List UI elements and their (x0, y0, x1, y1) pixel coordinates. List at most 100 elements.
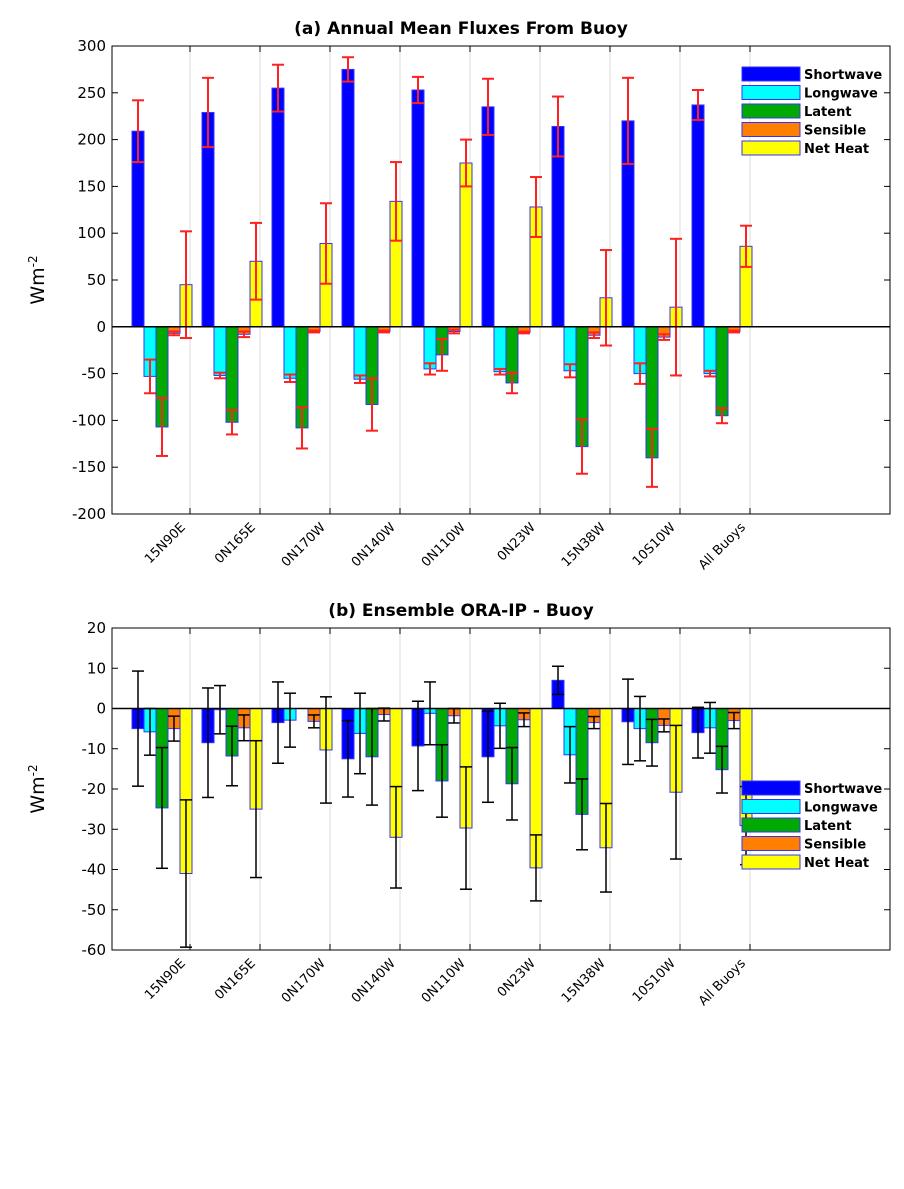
legend-swatch (741, 66, 801, 82)
legend-label: Shortwave (804, 68, 882, 83)
legend-swatch (741, 140, 801, 156)
error-bar (320, 202, 332, 285)
legend-swatch (741, 836, 801, 851)
error-bar (202, 687, 214, 799)
bar-shortwave (271, 87, 285, 328)
error-bar (168, 715, 180, 742)
bar-shortwave (691, 104, 705, 328)
x-tick-label: All Buoys (696, 520, 749, 573)
error-bar (530, 176, 542, 238)
error-bar (530, 834, 542, 902)
legend-label: Net Heat (804, 142, 869, 157)
x-tick-label: All Buoys (696, 956, 749, 1009)
legend-swatch (741, 122, 801, 137)
error-bar (390, 785, 402, 889)
bar-net-heat (459, 162, 473, 328)
error-bar (482, 710, 494, 804)
legend-swatch (741, 817, 801, 833)
error-bar (494, 702, 506, 750)
error-bar (132, 99, 144, 164)
error-bar (354, 374, 366, 384)
bar-longwave (213, 326, 227, 376)
error-bar (460, 766, 472, 890)
y-tick-label: -60 (82, 941, 107, 959)
error-bar (728, 711, 740, 730)
error-bar (156, 396, 168, 457)
error-bar (226, 725, 238, 787)
error-bar (692, 706, 704, 759)
error-bar (272, 63, 284, 113)
legend-swatch (741, 103, 801, 119)
y-tick-label: -30 (82, 820, 107, 838)
x-tick-label: 0N23W (495, 520, 539, 564)
error-bar (156, 746, 168, 870)
error-bar (576, 418, 588, 475)
y-tick-label: -50 (82, 365, 107, 383)
error-bar (692, 88, 704, 121)
error-bar (600, 249, 612, 347)
error-bar (284, 692, 296, 748)
legend-label: Net Heat (804, 856, 869, 871)
chart-title: (b) Ensemble ORA-IP - Buoy (328, 601, 593, 621)
x-tick-label: 0N110W (419, 520, 469, 570)
error-bar (296, 406, 308, 450)
error-bar (412, 75, 424, 105)
legend-label: Latent (804, 105, 852, 120)
legend-label: Sensible (804, 124, 866, 139)
x-tick-label: 0N170W (279, 520, 329, 570)
legend: Shortwave Longwave Latent Sensible Net Heat (741, 780, 882, 871)
x-tick-label: 0N140W (349, 520, 399, 570)
bar-shortwave (481, 106, 495, 328)
x-tick-label: 10S10W (630, 520, 679, 569)
y-tick-label: 50 (87, 271, 106, 289)
y-tick-label: 300 (77, 37, 106, 55)
legend-swatch (741, 854, 801, 870)
bar-longwave (493, 326, 507, 373)
error-bar (436, 743, 448, 818)
error-bar (226, 409, 238, 436)
error-bar (716, 407, 728, 425)
legend-swatch (741, 85, 801, 100)
error-bar (518, 712, 530, 728)
error-bar (716, 745, 728, 794)
error-bar (308, 714, 320, 729)
error-bar (202, 76, 214, 149)
error-bar (460, 138, 472, 188)
y-tick-label: 0 (96, 700, 106, 718)
chart-panel-a: -200 -150 -100 -50 0 50 100 150 200 250 300 15N90E 0… (26, 19, 891, 573)
x-tick-label: 0N165E (212, 520, 259, 567)
error-bar (238, 330, 250, 339)
x-tick-label: 0N110W (419, 956, 469, 1006)
error-bar (506, 371, 518, 395)
legend-swatch (741, 799, 801, 814)
error-bar (354, 692, 366, 775)
legend: Shortwave Longwave Latent Sensible Net Heat (741, 66, 882, 157)
error-bar (670, 724, 682, 860)
error-bar (564, 363, 576, 379)
error-bar (144, 358, 156, 395)
y-tick-label: 250 (77, 84, 106, 102)
error-bar (180, 230, 192, 340)
bar-latent (715, 326, 729, 417)
x-tick-label: 0N170W (279, 956, 329, 1006)
error-bar (342, 56, 354, 83)
y-tick-label: -200 (72, 505, 106, 523)
y-tick-label: 10 (87, 659, 106, 677)
error-bar (238, 714, 250, 742)
x-tick-label: 0N165E (212, 956, 259, 1003)
legend-label: Longwave (804, 801, 878, 816)
error-bar (552, 95, 564, 158)
y-tick-label: -10 (82, 740, 107, 758)
y-tick-label: -20 (82, 780, 107, 798)
error-bar (378, 329, 390, 334)
error-bar (670, 237, 682, 377)
error-bar (576, 778, 588, 851)
error-bar (564, 725, 576, 784)
error-bar (308, 329, 320, 334)
error-bar (506, 746, 518, 821)
bar-longwave (283, 326, 297, 379)
x-tick-label: 10S10W (630, 956, 679, 1005)
bar-shortwave (341, 68, 355, 328)
bar-latent (225, 326, 239, 423)
